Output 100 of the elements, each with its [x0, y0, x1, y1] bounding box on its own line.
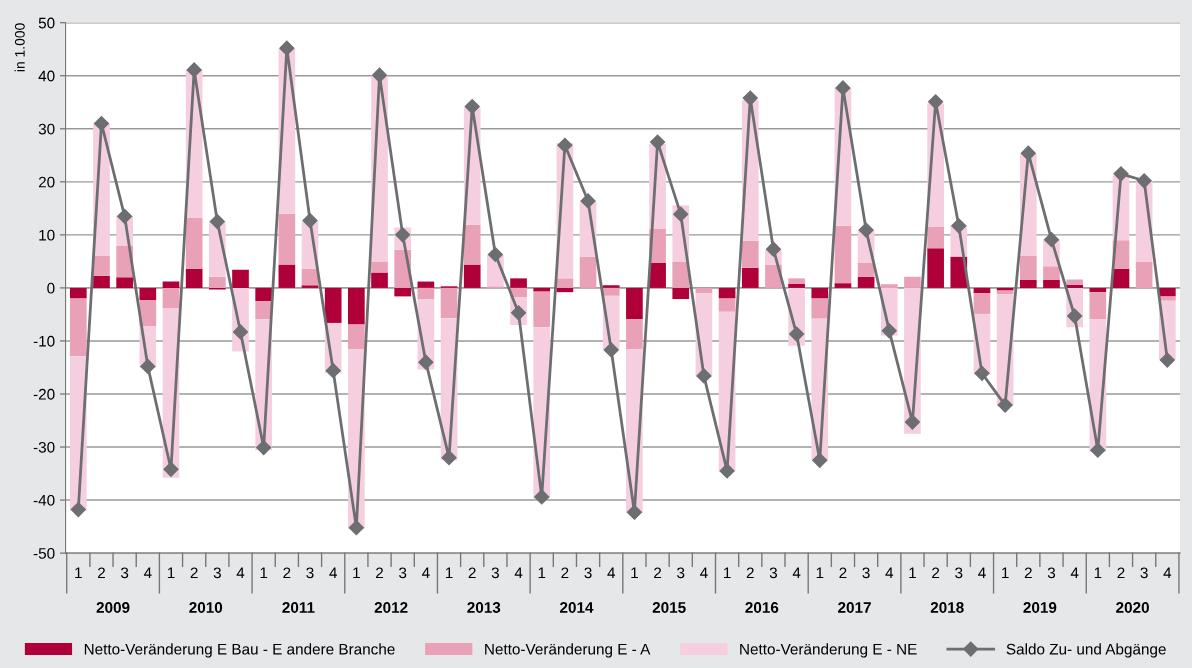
bar — [93, 256, 110, 276]
point — [812, 452, 828, 468]
y-tick-label: 10 — [39, 229, 55, 241]
point — [904, 414, 921, 430]
point — [232, 324, 249, 340]
bar — [672, 287, 690, 300]
x-tick-label: 3 — [213, 567, 221, 579]
point — [974, 365, 990, 381]
bar — [1043, 279, 1060, 288]
bar — [185, 217, 203, 269]
y-tick-label: -40 — [33, 494, 55, 506]
bar — [185, 268, 203, 288]
text: 2016 — [745, 602, 779, 613]
x-tick-label: 2 — [468, 567, 476, 579]
point — [951, 218, 967, 234]
text: 2011 — [282, 602, 315, 613]
bar — [834, 225, 852, 284]
x-tick-label: 4 — [700, 567, 708, 579]
point — [858, 222, 874, 238]
point — [696, 368, 712, 384]
x-tick-label: 2 — [654, 567, 662, 579]
x-tick-label: 4 — [978, 567, 986, 579]
x-tick-label: 3 — [1140, 567, 1148, 579]
x-tick-label: 3 — [677, 567, 685, 579]
x-tick-label: 4 — [885, 567, 894, 579]
bar — [533, 287, 551, 292]
point — [673, 206, 689, 222]
legend-label: Saldo Zu- und Abgänge — [1006, 643, 1166, 658]
x-tick-label: 4 — [1070, 567, 1079, 579]
bar — [93, 275, 110, 288]
point — [1113, 166, 1129, 182]
bar — [371, 272, 388, 288]
x-tick-label: 3 — [1047, 567, 1056, 579]
x-tick-label: 3 — [491, 567, 499, 579]
bar — [927, 248, 944, 288]
y-tick-label: 40 — [38, 70, 55, 82]
point — [464, 98, 480, 115]
bar — [139, 287, 157, 301]
bar — [811, 287, 829, 299]
bar — [927, 226, 944, 249]
x-tick-label: 1 — [445, 567, 453, 579]
bar — [510, 278, 527, 288]
bar — [811, 298, 829, 319]
x-tick-label: 2 — [746, 567, 754, 579]
bar — [1135, 261, 1153, 288]
x-tick-label: 3 — [769, 567, 778, 579]
point — [117, 208, 133, 224]
point — [418, 354, 434, 370]
x-tick-label: 1 — [1094, 567, 1102, 579]
point — [256, 439, 272, 456]
x-tick-label: 1 — [816, 567, 824, 579]
point — [650, 134, 666, 150]
bar — [162, 281, 180, 288]
bar — [857, 276, 875, 288]
text: 2013 — [467, 602, 501, 613]
y-tick-label: -50 — [33, 547, 55, 559]
bar — [301, 285, 319, 288]
x-tick-label: 4 — [329, 567, 337, 579]
bar — [602, 287, 620, 296]
y-tick-label: -30 — [33, 441, 55, 453]
point — [719, 463, 735, 479]
bar — [996, 287, 1014, 291]
point — [997, 397, 1013, 413]
bar — [1019, 279, 1037, 288]
text: 2015 — [652, 602, 686, 613]
point — [371, 67, 388, 83]
x-tick-label: 2 — [839, 567, 847, 579]
bar — [1089, 287, 1107, 293]
x-tick-label: 4 — [1163, 567, 1172, 579]
text: 2018 — [930, 602, 964, 613]
x-tick-label: 1 — [260, 567, 268, 579]
text: 2012 — [374, 602, 408, 613]
point — [1136, 173, 1152, 189]
bar — [208, 276, 226, 288]
point — [510, 305, 527, 321]
x-tick-label: 3 — [955, 567, 963, 579]
point — [835, 80, 851, 96]
bar — [116, 277, 133, 288]
bar — [695, 287, 713, 294]
text: 2020 — [1116, 602, 1149, 613]
x-tick-label: 2 — [376, 567, 384, 579]
bar — [394, 287, 412, 297]
bar — [556, 278, 574, 288]
point — [70, 502, 86, 518]
bar — [1043, 266, 1060, 280]
point — [742, 90, 758, 106]
text: 2019 — [1023, 602, 1057, 613]
bar — [348, 287, 365, 325]
point — [325, 363, 341, 379]
point — [487, 246, 503, 263]
bar — [232, 269, 249, 288]
bar — [324, 287, 342, 323]
x-tick-label: 1 — [631, 567, 638, 579]
bar — [649, 262, 666, 288]
x-tick-label: 4 — [236, 567, 245, 579]
point — [626, 504, 642, 520]
bar — [533, 291, 551, 328]
point — [1043, 232, 1060, 248]
point — [279, 40, 295, 56]
text: 2010 — [189, 602, 223, 613]
